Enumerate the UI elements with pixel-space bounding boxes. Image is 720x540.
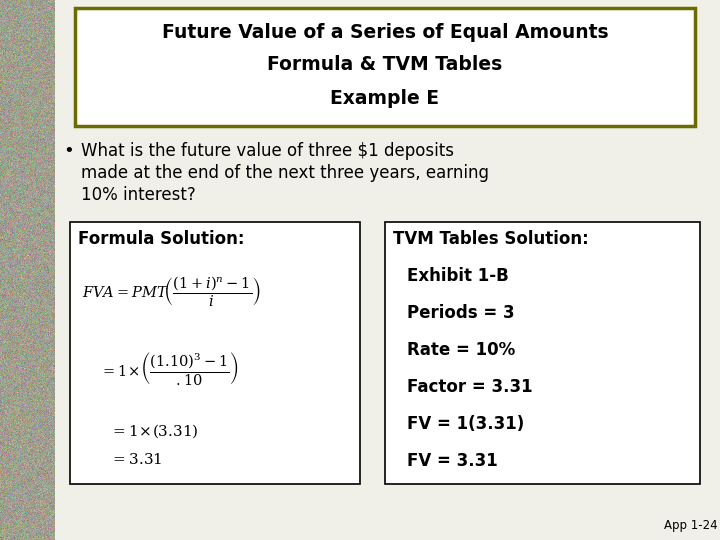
FancyBboxPatch shape [75,8,695,126]
Text: 10% interest?: 10% interest? [81,186,196,204]
FancyBboxPatch shape [55,0,720,540]
Text: Future Value of a Series of Equal Amounts: Future Value of a Series of Equal Amount… [162,23,608,42]
Text: Example E: Example E [330,89,439,107]
Text: TVM Tables Solution:: TVM Tables Solution: [393,230,589,248]
Text: $= 1\!\times\!\left(\dfrac{(1.10)^3 - 1}{.10}\right)$: $= 1\!\times\!\left(\dfrac{(1.10)^3 - 1}… [100,350,239,387]
Text: Rate = 10%: Rate = 10% [407,341,516,359]
Text: What is the future value of three $1 deposits: What is the future value of three $1 dep… [81,142,454,160]
Text: Formula Solution:: Formula Solution: [78,230,245,248]
Text: FV = 3.31: FV = 3.31 [407,452,498,470]
Text: •: • [63,142,73,160]
Text: Periods = 3: Periods = 3 [407,304,515,322]
Text: $= 1\!\times\!(3.31)$: $= 1\!\times\!(3.31)$ [110,422,199,440]
Text: Factor = 3.31: Factor = 3.31 [407,378,533,396]
Text: $= 3.31$: $= 3.31$ [110,452,163,467]
Text: made at the end of the next three years, earning: made at the end of the next three years,… [81,164,489,182]
Text: App 1-24: App 1-24 [665,519,718,532]
Text: FV = 1(3.31): FV = 1(3.31) [407,415,524,433]
FancyBboxPatch shape [385,222,700,484]
Text: Exhibit 1-B: Exhibit 1-B [407,267,509,285]
Text: $\mathit{FVA} = \mathit{PMT}\!\left(\dfrac{(1+i)^n - 1}{i}\right)$: $\mathit{FVA} = \mathit{PMT}\!\left(\dfr… [82,274,261,308]
Text: Formula & TVM Tables: Formula & TVM Tables [267,56,503,75]
FancyBboxPatch shape [70,222,360,484]
